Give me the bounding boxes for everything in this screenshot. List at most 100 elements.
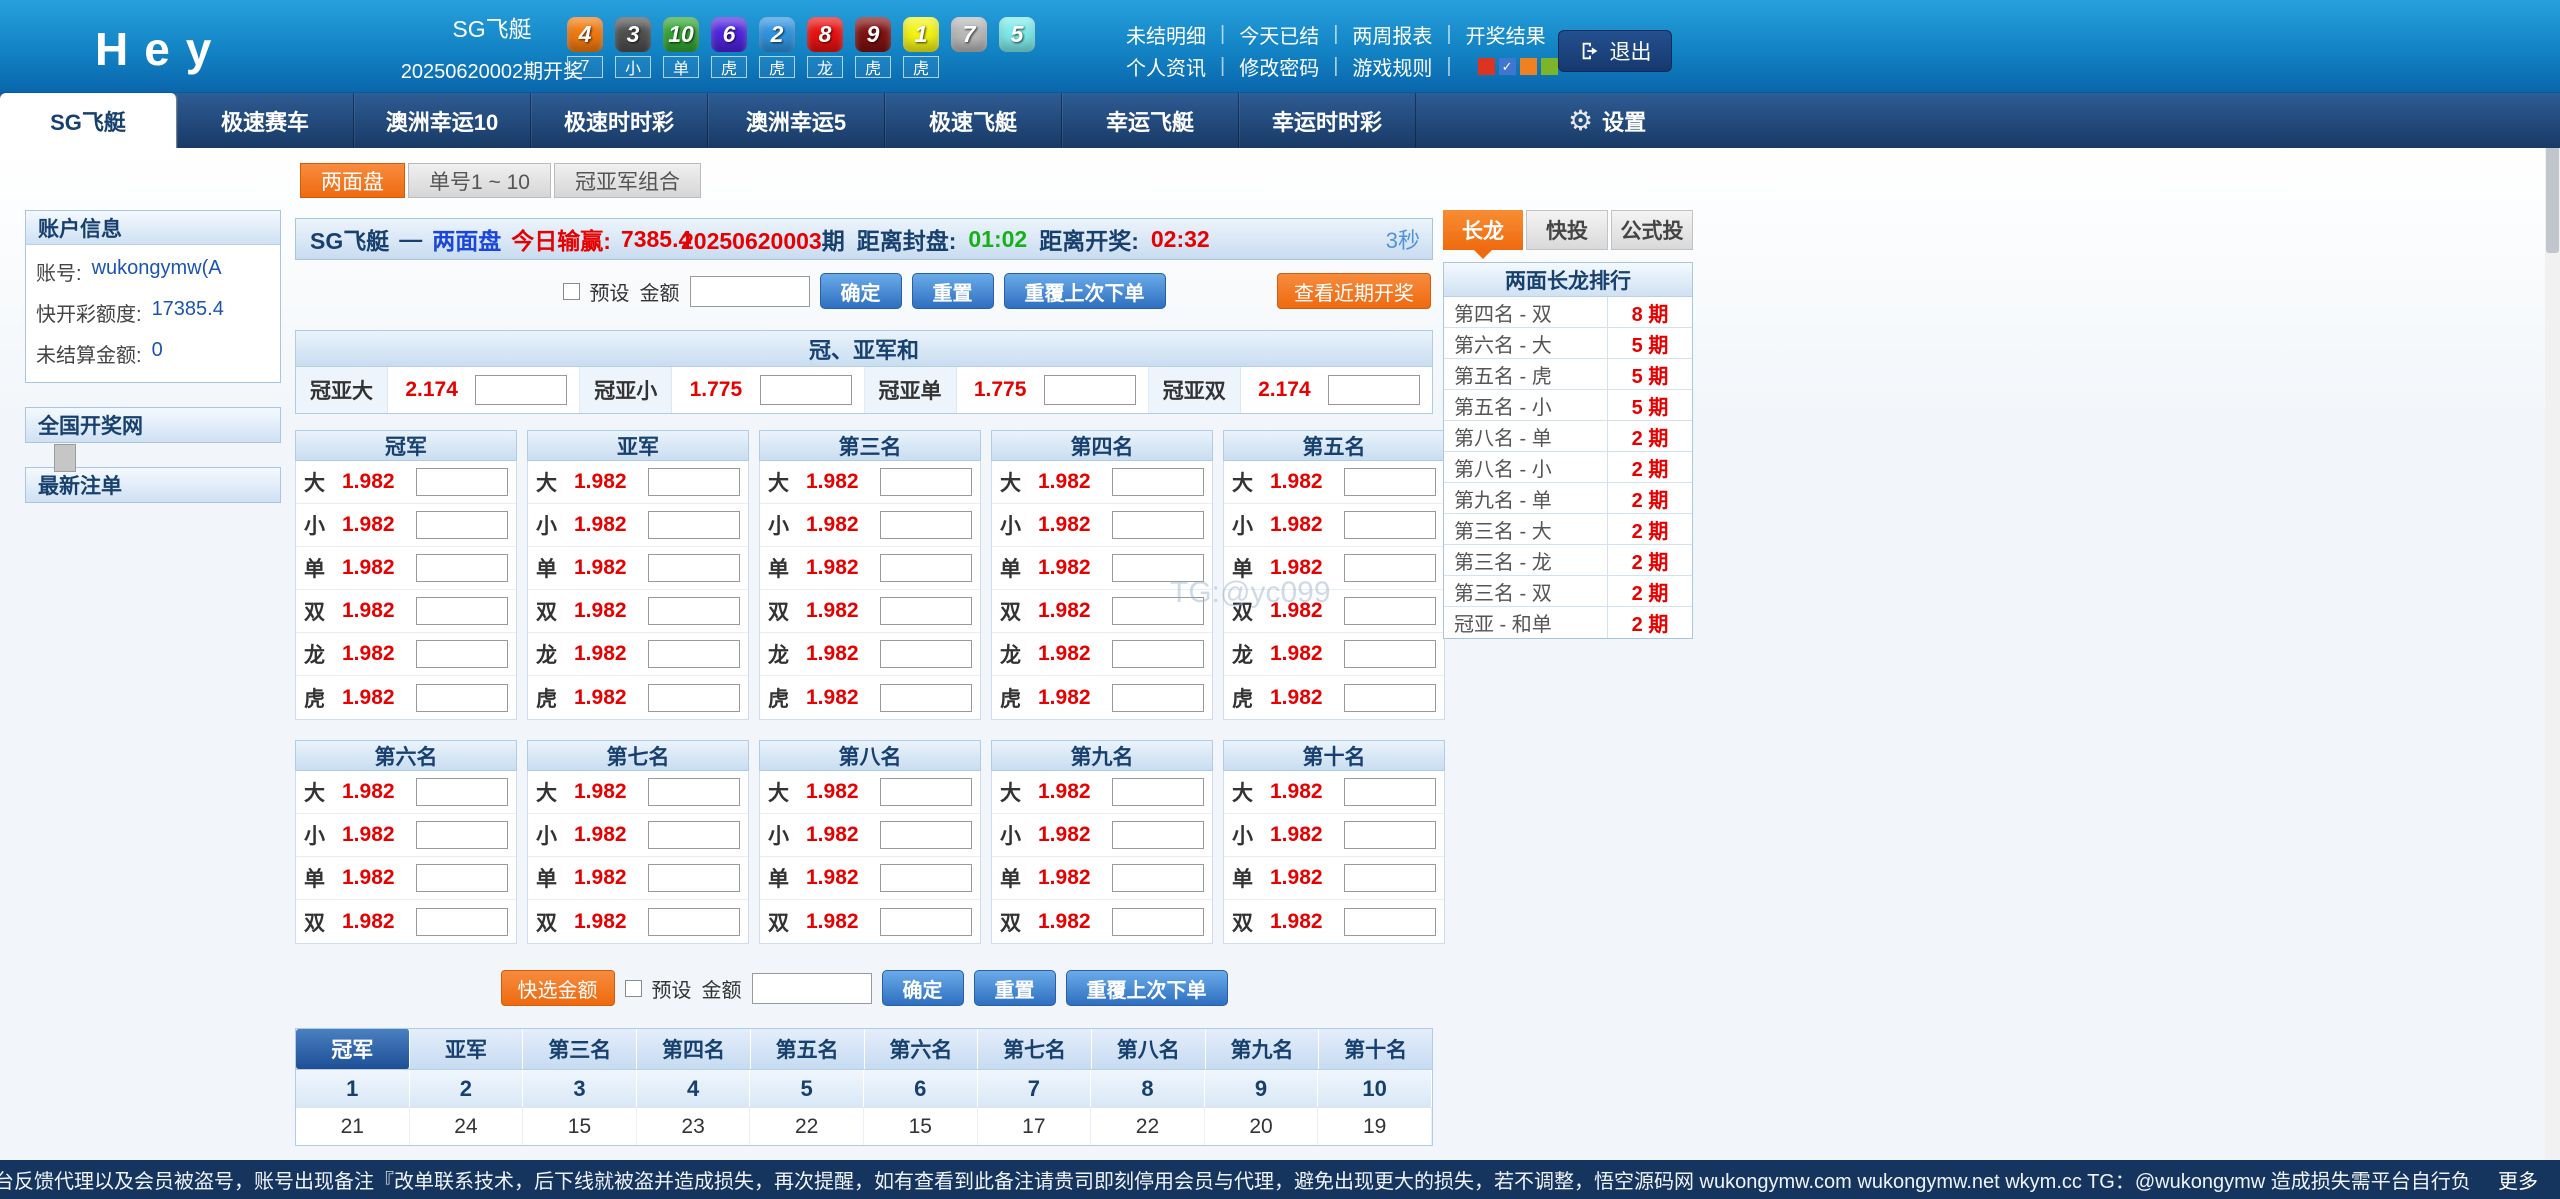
bet-odds[interactable]: 1.982 <box>1270 470 1323 493</box>
nav-tab[interactable]: 澳洲幸运5 <box>708 93 885 148</box>
nav-tab[interactable]: 极速飞艇 <box>885 93 1062 148</box>
subtab[interactable]: 两面盘 <box>300 163 405 198</box>
bet-odds[interactable]: 1.982 <box>342 470 395 493</box>
bet-odds[interactable]: 1.982 <box>342 513 395 536</box>
bet-odds[interactable]: 1.775 <box>689 378 743 401</box>
confirm-button[interactable]: 确定 <box>819 273 902 309</box>
bet-odds[interactable]: 1.982 <box>806 823 859 846</box>
bet-odds[interactable]: 1.982 <box>806 780 859 803</box>
bet-amount-input[interactable] <box>880 640 972 668</box>
bet-amount-input[interactable] <box>416 864 508 892</box>
bet-amount-input[interactable] <box>1112 554 1204 582</box>
bet-odds[interactable]: 1.982 <box>1038 780 1091 803</box>
bet-odds[interactable]: 1.982 <box>1038 685 1091 709</box>
bet-amount-input[interactable] <box>880 683 972 712</box>
bet-odds[interactable]: 1.982 <box>1270 909 1323 933</box>
bet-odds[interactable]: 1.982 <box>1270 599 1323 622</box>
bet-amount-input[interactable] <box>1344 597 1436 625</box>
header-link[interactable]: 未结明细 <box>1126 26 1206 48</box>
theme-square[interactable] <box>1540 58 1558 75</box>
bet-amount-input[interactable] <box>648 554 740 582</box>
sidebar-link[interactable]: 全国开奖网 <box>26 408 280 442</box>
bet-amount-input[interactable] <box>1344 778 1436 806</box>
bet-amount-input[interactable] <box>1344 640 1436 668</box>
bet-amount-input[interactable] <box>416 821 508 849</box>
repeat-last-bet-button[interactable]: 重覆上次下单 <box>1003 273 1166 309</box>
bet-odds[interactable]: 1.982 <box>342 556 395 579</box>
quick-amount-button[interactable]: 快选金额 <box>500 970 615 1006</box>
bet-odds[interactable]: 1.775 <box>973 378 1027 401</box>
bet-amount-input[interactable] <box>759 375 852 405</box>
bet-odds[interactable]: 1.982 <box>806 642 859 665</box>
bet-odds[interactable]: 1.982 <box>1270 513 1323 536</box>
bet-odds[interactable]: 1.982 <box>342 823 395 846</box>
bet-odds[interactable]: 1.982 <box>574 642 627 665</box>
bet-amount-input[interactable] <box>1112 468 1204 496</box>
bet-amount-input[interactable] <box>1112 864 1204 892</box>
sidebar-link[interactable]: 最新注单 <box>26 468 280 502</box>
bet-amount-input[interactable] <box>1344 821 1436 849</box>
bet-amount-input[interactable] <box>1112 907 1204 936</box>
bet-amount-input[interactable] <box>416 511 508 539</box>
bet-amount-input[interactable] <box>648 864 740 892</box>
bet-odds[interactable]: 1.982 <box>342 866 395 889</box>
settings-button[interactable]: ⚙ 设置 <box>1568 93 1646 148</box>
bet-amount-input[interactable] <box>1112 597 1204 625</box>
view-recent-draws-button[interactable]: 查看近期开奖 <box>1277 273 1431 309</box>
bet-amount-input[interactable] <box>1112 821 1204 849</box>
bet-odds[interactable]: 1.982 <box>574 823 627 846</box>
history-tab[interactable]: 第十名 <box>1344 1039 1408 1062</box>
bet-amount-input[interactable] <box>648 468 740 496</box>
bet-odds[interactable]: 1.982 <box>1270 685 1323 709</box>
amount-input[interactable] <box>689 275 810 307</box>
bet-odds[interactable]: 1.982 <box>1270 823 1323 846</box>
dragon-tab[interactable]: 公式投 <box>1611 210 1693 250</box>
bet-amount-input[interactable] <box>1043 375 1136 405</box>
bet-odds[interactable]: 1.982 <box>806 685 859 709</box>
bet-odds[interactable]: 2.174 <box>1258 378 1311 401</box>
bet-amount-input[interactable] <box>416 640 508 668</box>
bet-amount-input[interactable] <box>648 640 740 668</box>
bet-odds[interactable]: 1.982 <box>1270 556 1323 579</box>
bet-amount-input[interactable] <box>648 907 740 936</box>
history-tab[interactable]: 第三名 <box>523 1029 638 1069</box>
bet-amount-input[interactable] <box>1112 511 1204 539</box>
bet-odds[interactable]: 1.982 <box>342 642 395 665</box>
nav-tab[interactable]: 澳洲幸运10 <box>354 93 531 148</box>
header-link[interactable]: 修改密码 <box>1239 58 1320 80</box>
bet-amount-input[interactable] <box>880 511 972 539</box>
bet-odds[interactable]: 1.982 <box>1038 866 1091 889</box>
bet-odds[interactable]: 1.982 <box>342 599 395 622</box>
bet-odds[interactable]: 1.982 <box>574 685 627 709</box>
bet-amount-input[interactable] <box>1112 778 1204 806</box>
bet-odds[interactable]: 1.982 <box>1270 866 1323 889</box>
bet-amount-input[interactable] <box>880 778 972 806</box>
nav-tab[interactable]: 极速赛车 <box>177 93 354 148</box>
bet-odds[interactable]: 1.982 <box>1038 470 1091 493</box>
bet-amount-input[interactable] <box>880 554 972 582</box>
theme-square[interactable] <box>1519 58 1537 75</box>
bet-amount-input[interactable] <box>648 683 740 712</box>
nav-tab[interactable]: 极速时时彩 <box>531 93 708 148</box>
bet-amount-input[interactable] <box>648 778 740 806</box>
bet-amount-input[interactable] <box>1344 864 1436 892</box>
bet-odds[interactable]: 1.982 <box>1038 556 1091 579</box>
bet-amount-input[interactable] <box>1344 468 1436 496</box>
bet-amount-input[interactable] <box>1112 683 1204 712</box>
bet-amount-input[interactable] <box>416 597 508 625</box>
reset-button[interactable]: 重置 <box>911 273 994 309</box>
bet-odds[interactable]: 1.982 <box>806 866 859 889</box>
logout-button[interactable]: 退出 <box>1558 30 1672 72</box>
history-tab[interactable]: 第八名 <box>1092 1029 1206 1069</box>
bet-amount-input[interactable] <box>475 375 568 405</box>
history-tab[interactable]: 第七名 <box>978 1029 1092 1069</box>
bet-amount-input[interactable] <box>1344 907 1436 936</box>
footer-more-link[interactable]: 更多 <box>2472 1160 2560 1199</box>
bet-odds[interactable]: 1.982 <box>806 556 859 579</box>
bet-amount-input[interactable] <box>416 554 508 582</box>
bet-odds[interactable]: 1.982 <box>1270 780 1323 803</box>
bet-odds[interactable]: 1.982 <box>1270 642 1323 665</box>
bet-amount-input[interactable] <box>1328 375 1420 405</box>
bet-odds[interactable]: 2.174 <box>405 378 458 401</box>
bet-amount-input[interactable] <box>880 907 972 936</box>
